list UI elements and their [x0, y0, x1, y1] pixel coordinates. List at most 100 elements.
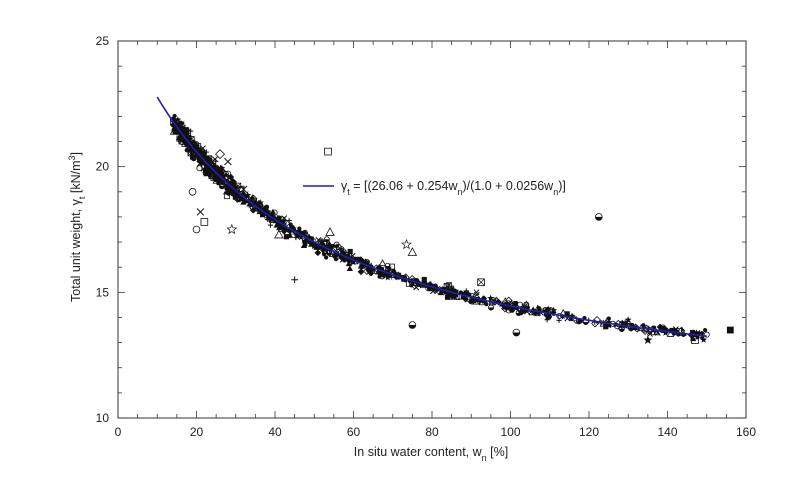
data-point: [368, 267, 376, 275]
x-axis: 0 20 40 60 80 100 120 140 160: [115, 41, 756, 439]
y-tick-label: 20: [96, 160, 110, 174]
data-point: [220, 177, 227, 184]
data-point: [378, 267, 385, 273]
data-point: [279, 225, 285, 230]
data-point: [700, 336, 708, 343]
legend-label: γt = [(26.06 + 0.254wn)/(1.0 + 0.0256wn)…: [341, 179, 566, 197]
data-point: [390, 275, 394, 281]
data-point: [425, 286, 429, 292]
outlier-point: [643, 335, 653, 344]
data-point: [276, 221, 283, 227]
data-point: [641, 323, 646, 328]
data-point: [206, 168, 212, 174]
data-point: [249, 206, 257, 214]
data-point: [550, 307, 557, 314]
y-tick-label: 15: [96, 285, 110, 299]
x-axis-title: In situ water content, wn [%]: [354, 445, 508, 463]
data-point: [362, 267, 371, 276]
data-point: [621, 325, 625, 331]
outlier-point: [274, 229, 284, 239]
y-axis: 10 15 20 25: [96, 34, 746, 425]
data-point: [308, 241, 315, 247]
data-point: [451, 293, 459, 301]
x-tick-label: 120: [579, 425, 599, 439]
outlier-point: [512, 328, 521, 337]
data-point: [240, 198, 247, 205]
data-point: [196, 165, 203, 172]
fit-line: [156, 96, 707, 337]
data-point: [318, 239, 324, 245]
data-point: [545, 305, 552, 313]
data-point: [413, 284, 420, 291]
data-point: [294, 226, 298, 232]
data-point: [468, 296, 476, 303]
data-point: [544, 317, 550, 323]
outlier-point: [324, 147, 332, 156]
data-point: [246, 190, 250, 197]
data-point: [297, 233, 305, 241]
data-point: [445, 292, 454, 300]
data-point: [198, 148, 202, 154]
data-point: [593, 315, 601, 324]
data-point: [647, 330, 653, 337]
x-tick-label: 140: [657, 425, 677, 439]
data-point: [263, 205, 268, 210]
data-point: [174, 116, 182, 123]
data-point: [195, 154, 201, 161]
outlier-point: [477, 278, 485, 287]
data-point: [282, 226, 289, 233]
data-point: [468, 299, 473, 304]
data-point: [428, 285, 434, 291]
data-point: [703, 327, 708, 333]
data-point: [360, 265, 364, 271]
outlier-point: [188, 188, 197, 196]
data-point: [536, 306, 542, 311]
data-point: [388, 263, 395, 270]
data-point: [467, 292, 472, 297]
data-point: [672, 326, 679, 333]
data-point: [690, 332, 698, 340]
data-point: [238, 195, 243, 201]
outlier-points: [188, 147, 734, 344]
data-point: [346, 265, 353, 271]
data-point: [423, 282, 427, 288]
data-point: [375, 268, 382, 275]
data-point: [603, 324, 609, 330]
data-point: [484, 302, 489, 307]
data-point: [666, 329, 675, 337]
data-point: [523, 301, 530, 308]
data-point: [703, 331, 710, 338]
data-point: [505, 307, 512, 314]
data-point: [374, 269, 377, 275]
outlier-point: [325, 227, 335, 236]
data-point: [308, 236, 314, 242]
outlier-point: [215, 149, 226, 160]
data-point: [605, 322, 612, 328]
data-point: [474, 297, 480, 303]
data-point: [172, 129, 178, 135]
data-point: [384, 273, 392, 281]
data-point: [334, 250, 342, 258]
data-point: [181, 129, 187, 135]
data-point: [206, 156, 213, 164]
data-point: [229, 189, 233, 195]
outlier-point: [200, 218, 209, 226]
outlier-point: [196, 208, 205, 216]
data-point: [381, 267, 389, 275]
data-point: [568, 312, 576, 320]
data-point: [222, 171, 229, 178]
data-point: [283, 234, 290, 240]
data-point: [216, 181, 221, 186]
data-point: [187, 143, 195, 150]
data-point: [347, 248, 353, 255]
data-point: [203, 165, 209, 171]
data-point: [606, 316, 611, 321]
data-point: [624, 316, 632, 323]
outlier-point: [226, 223, 238, 235]
outlier-point: [407, 247, 418, 256]
data-point: [257, 202, 264, 209]
data-point: [448, 285, 455, 292]
data-point: [335, 243, 342, 250]
